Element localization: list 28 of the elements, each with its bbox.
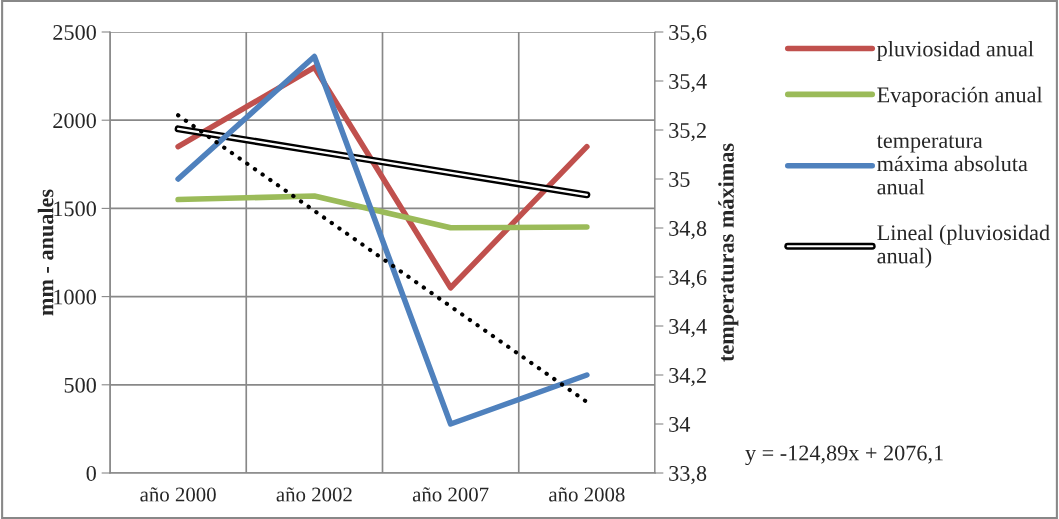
y2-axis-title: temperaturas máximas [718, 143, 739, 362]
y2-tick-label: 35,4 [669, 73, 707, 93]
y-tick-label: 0 [86, 465, 96, 481]
legend-label: Lineal (pluviosidad anual) [877, 224, 1050, 269]
y-tick-label: 1000 [54, 289, 96, 305]
y-axis-title: mm - anuales [37, 189, 54, 316]
y-tick-label: 2000 [53, 113, 96, 129]
y2-tick-label: 35,6 [669, 24, 707, 44]
x-tick-label: año 2002 [276, 487, 352, 502]
line-series [176, 113, 589, 405]
y2-tick-label: 33,8 [669, 465, 707, 485]
y2-tick-label: 34,4 [669, 318, 707, 338]
legend-label: temperatura máxima absoluta anual [876, 135, 1028, 195]
y2-tick-label: 34,6 [669, 269, 707, 289]
y2-tick-label: 34 [669, 416, 691, 432]
x-tick-label: año 2008 [549, 487, 625, 502]
y-tick-label: 1500 [54, 201, 96, 217]
y2-tick-label: 34,8 [669, 220, 707, 240]
y2-tick-label: 35,2 [669, 122, 706, 142]
y-tick-label: 500 [64, 377, 96, 393]
legend-label: Evaporación anual [877, 86, 1043, 107]
x-tick-label: año 2007 [412, 487, 489, 502]
text: y = -124,89x + 2076,1 [745, 445, 943, 466]
legend-label: pluviosidad anual [877, 40, 1034, 62]
x-tick-label: año 2000 [140, 487, 216, 502]
y2-tick-label: 35 [669, 171, 690, 187]
y-tick-label: 2500 [53, 24, 96, 40]
y2-tick-label: 34,2 [669, 367, 706, 387]
